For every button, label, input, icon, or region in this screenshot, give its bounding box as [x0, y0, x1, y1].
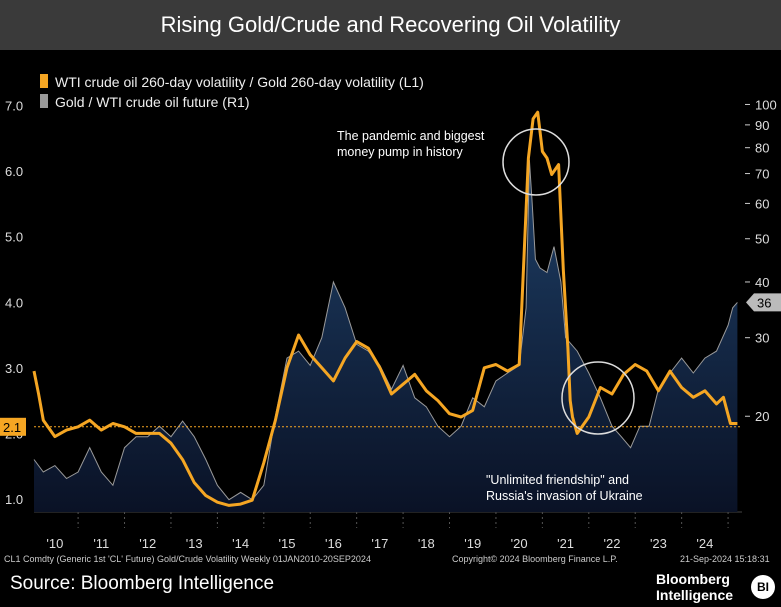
- value-badges: 2.1 36: [0, 293, 781, 436]
- x-tick-label: '10: [46, 536, 63, 551]
- title-bar: Rising Gold/Crude and Recovering Oil Vol…: [0, 0, 781, 50]
- legend-swatch-volatility: [40, 74, 48, 88]
- pandemic-circle: [502, 128, 570, 196]
- annotation-text: "Unlimited friendship" and: [486, 473, 629, 487]
- left-tick-label: 6.0: [5, 164, 23, 179]
- right-tick-label: 80: [755, 141, 769, 156]
- brand: Bloomberg Intelligence BI: [656, 571, 776, 605]
- x-tick-label: '20: [511, 536, 528, 551]
- left-value-label: 2.1: [3, 420, 21, 435]
- legend-label-ratio: Gold / WTI crude oil future (R1): [55, 94, 250, 110]
- x-tick-label: '12: [139, 536, 156, 551]
- footer-copyright: Copyright© 2024 Bloomberg Finance L.P.: [452, 554, 618, 564]
- x-tick-label: '14: [232, 536, 249, 551]
- left-tick-label: 1.0: [5, 492, 23, 507]
- footer-description: CL1 Comdty (Generic 1st 'CL' Future) Gol…: [4, 554, 371, 564]
- right-value-badge: [746, 293, 781, 312]
- x-tick-label: '24: [696, 536, 713, 551]
- brand-name-line2: Intelligence: [656, 587, 734, 603]
- x-tick-label: '16: [325, 536, 342, 551]
- x-tick-label: '23: [650, 536, 667, 551]
- x-tick-label: '15: [279, 536, 296, 551]
- right-tick-label: 40: [755, 275, 769, 290]
- ratio-series-line: [33, 160, 738, 501]
- x-tick-label: '19: [464, 536, 481, 551]
- right-tick-label: 70: [755, 167, 769, 182]
- x-tick-label: '21: [557, 536, 574, 551]
- right-axis: 100 90 80 70 60 50 40 30 20: [745, 97, 777, 424]
- legend-label-volatility: WTI crude oil 260-day volatility / Gold …: [55, 74, 424, 90]
- right-tick-label: 30: [755, 331, 769, 346]
- ratio-series-area: [34, 160, 738, 512]
- right-tick-label: 60: [755, 196, 769, 211]
- ukraine-circle: [561, 361, 635, 435]
- right-value-label: 36: [757, 295, 771, 310]
- brand-name-line1: Bloomberg: [656, 571, 730, 587]
- left-axis: 7.06.05.04.03.02.01.0: [5, 99, 23, 507]
- right-tick-label: 50: [755, 232, 769, 247]
- annotation-text: money pump in history: [337, 145, 464, 159]
- left-tick-label: 7.0: [5, 99, 23, 114]
- annotation-text: Russia's invasion of Ukraine: [486, 489, 643, 503]
- left-tick-label: 3.0: [5, 361, 23, 376]
- chart-svg: 7.06.05.04.03.02.01.0 100908070605040302…: [0, 74, 781, 551]
- legend: WTI crude oil 260-day volatility / Gold …: [40, 74, 424, 110]
- left-value-badge: [0, 417, 26, 436]
- x-tick-label: '11: [93, 536, 109, 551]
- left-tick-label: 5.0: [5, 230, 23, 245]
- brand-name: Bloomberg Intelligence: [656, 571, 733, 603]
- annotations: The pandemic and biggest money pump in hi…: [337, 128, 643, 503]
- source-text: Source: Bloomberg Intelligence: [10, 573, 275, 594]
- left-tick-label: 4.0: [5, 295, 23, 310]
- x-axis: '10 '11 '12 '13 '14 '15 '16 '17 '18 '19 '20 '21 '22 '…: [46, 536, 713, 551]
- bi-logo-icon: BI: [751, 575, 775, 599]
- volatility-series-line: [32, 110, 738, 507]
- x-tick-label: '13: [186, 536, 203, 551]
- x-tick-label: '18: [418, 536, 435, 551]
- x-tick-label: '17: [371, 536, 388, 551]
- right-tick-label: 20: [755, 409, 769, 424]
- legend-swatch-ratio: [40, 94, 48, 108]
- grid: [34, 511, 742, 528]
- annotation-text: The pandemic and biggest: [337, 129, 485, 143]
- x-tick-label: '22: [604, 536, 621, 551]
- footer-timestamp: 21-Sep-2024 15:18:31: [680, 554, 770, 564]
- right-tick-label: 100: [755, 97, 777, 112]
- chart-title: Rising Gold/Crude and Recovering Oil Vol…: [160, 12, 621, 37]
- right-tick-label: 90: [755, 118, 769, 133]
- footer-line: CL1 Comdty (Generic 1st 'CL' Future) Gol…: [4, 554, 780, 568]
- chart-area: 7.06.05.04.03.02.01.0 100908070605040302…: [0, 66, 781, 554]
